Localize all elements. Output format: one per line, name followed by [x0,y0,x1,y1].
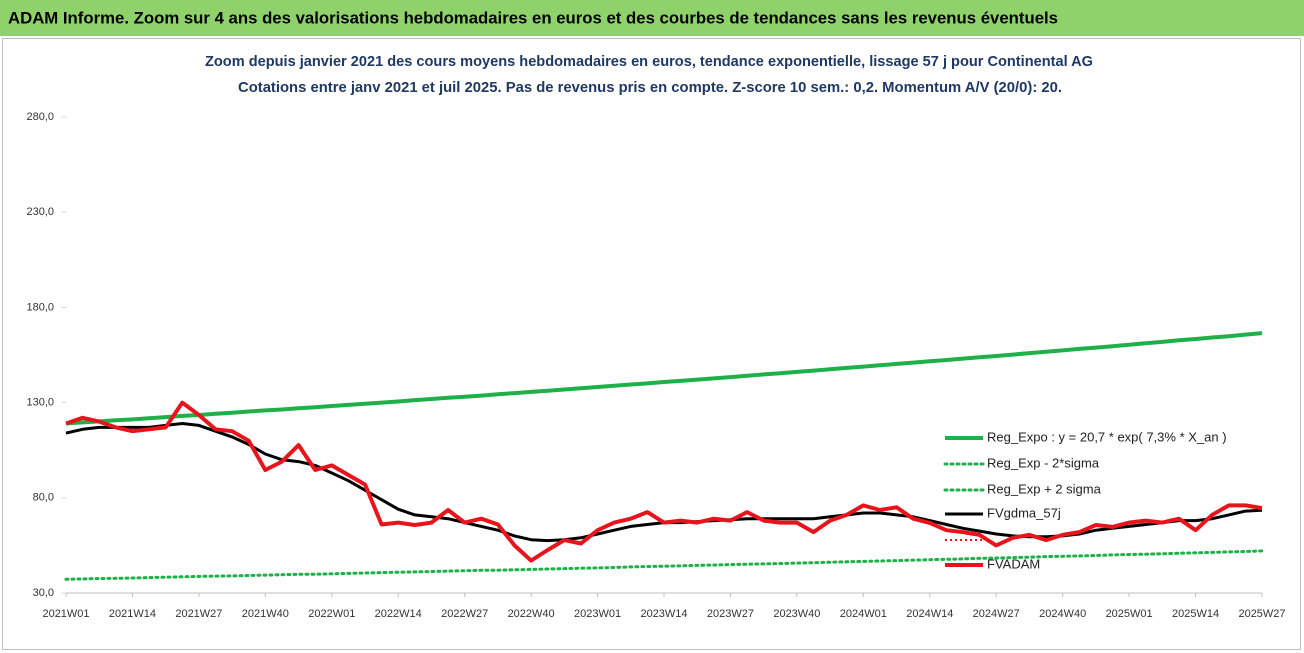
chart-title: ADAM Informe. Zoom sur 4 ans des valoris… [8,8,1058,27]
x-tick-label: 2022W14 [375,608,422,620]
x-tick-label: 2022W40 [508,608,555,620]
x-tick-label: 2024W14 [906,608,953,620]
x-tick-label: 2023W14 [640,608,687,620]
legend-label: Reg_Expo : y = 20,7 * exp( 7,3% * X_an ) [987,429,1227,444]
series-line [65,400,1263,563]
x-tick-label: 2024W27 [973,608,1020,620]
y-tick-label: 230,0 [26,206,54,218]
subtitle: Cotations entre janv 2021 et juil 2025. … [238,79,1062,96]
x-tick-label: 2022W27 [441,608,488,620]
x-tick-label: 2023W27 [707,608,754,620]
series-line [65,331,1263,426]
y-tick-label: 180,0 [26,301,54,313]
header-bar [0,0,1304,36]
y-tick-label: 30,0 [33,587,54,599]
legend-label: FVgdma_57j [987,505,1061,520]
plot-area [64,331,1264,581]
x-tick-label: 2024W01 [840,608,887,620]
x-tick-label: 2022W01 [308,608,355,620]
x-tick-label: 2021W14 [109,608,156,620]
x-tick-label: 2025W01 [1106,608,1153,620]
x-tick-label: 2021W27 [175,608,222,620]
x-tick-label: 2024W40 [1039,608,1086,620]
legend-label: Reg_Exp - 2*sigma [987,455,1100,470]
chart-frame [2,38,1301,650]
x-tick-label: 2025W14 [1172,608,1219,620]
x-tick-label: 2021W01 [42,608,89,620]
y-tick-label: 280,0 [26,111,54,123]
x-tick-label: 2023W01 [574,608,621,620]
subtitle: Zoom depuis janvier 2021 des cours moyen… [205,53,1093,70]
x-tick-label: 2023W40 [773,608,820,620]
y-tick-label: 80,0 [33,492,54,504]
x-tick-label: 2025W27 [1238,608,1285,620]
y-tick-label: 130,0 [26,397,54,409]
legend-label: FVADAM [987,556,1040,571]
x-tick-label: 2021W40 [242,608,289,620]
legend-label: Reg_Exp + 2 sigma [987,481,1102,496]
series-line [64,549,1264,581]
